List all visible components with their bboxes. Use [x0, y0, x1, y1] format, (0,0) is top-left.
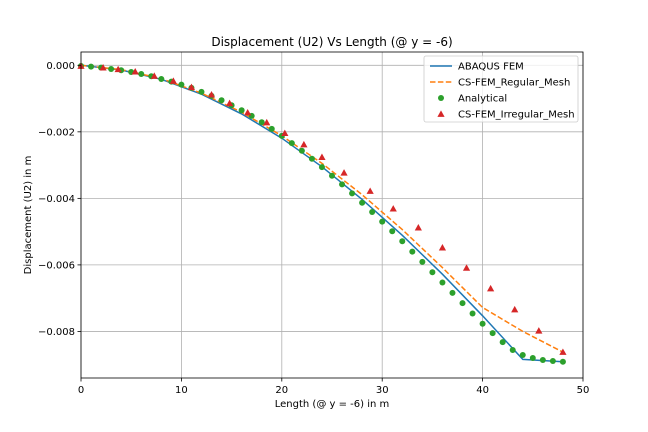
- y-tick-label: −0.008: [38, 327, 75, 338]
- analytical-point: [288, 140, 295, 147]
- analytical-point: [329, 172, 335, 179]
- analytical-point: [349, 190, 356, 197]
- legend-label: ABAQUS FEM: [458, 62, 524, 73]
- y-tick-label: −0.006: [38, 260, 75, 271]
- analytical-point: [469, 310, 476, 317]
- analytical-point: [138, 70, 145, 77]
- analytical-point: [258, 119, 265, 126]
- irregular-mesh-point: [263, 118, 271, 126]
- irregular-mesh-point: [366, 187, 374, 194]
- irregular-mesh-point: [225, 99, 234, 107]
- analytical-point: [359, 199, 366, 206]
- irregular-mesh-point: [487, 284, 495, 292]
- grid: [80, 52, 584, 378]
- irregular-mesh-point: [438, 244, 447, 251]
- analytical-point: [88, 63, 95, 70]
- legend-swatch: [437, 110, 445, 117]
- analytical-point: [308, 155, 315, 162]
- plot-frame: [80, 51, 584, 379]
- irregular-mesh-point: [389, 205, 397, 212]
- analytical-point: [108, 65, 115, 72]
- irregular-mesh-point: [99, 64, 107, 71]
- analytical-point: [238, 107, 245, 114]
- analytical-point: [369, 209, 376, 216]
- irregular-mesh-point: [462, 264, 471, 271]
- irregular-mesh-point: [535, 327, 543, 334]
- analytical-point: [419, 258, 426, 265]
- irregular-mesh-point: [414, 224, 422, 231]
- analytical-point: [549, 358, 556, 365]
- y-axis-label: Displacement (U2) in m: [23, 156, 34, 275]
- analytical-point: [439, 279, 446, 286]
- legend-label: Analytical: [458, 94, 507, 105]
- analytical-point: [499, 339, 506, 346]
- x-axis-label: Length (@ y = -6) in m: [275, 399, 390, 410]
- legend-swatch: [438, 95, 444, 101]
- irregular-mesh-point: [187, 83, 196, 91]
- analytical-point: [519, 352, 526, 359]
- irregular-mesh-point: [300, 140, 308, 148]
- x-tick-label: 0: [78, 385, 84, 396]
- irregular-mesh-point: [207, 90, 216, 98]
- legend-label: CS-FEM_Regular_Mesh: [458, 78, 570, 89]
- irregular-mesh-point: [340, 169, 348, 176]
- analytical-point: [339, 181, 346, 188]
- y-tick-label: −0.002: [38, 127, 75, 138]
- analytical-point: [218, 97, 225, 104]
- analytical-point: [459, 300, 466, 307]
- analytical-point: [298, 147, 305, 154]
- x-tick-label: 20: [275, 385, 288, 396]
- y-tick-label: 0.000: [46, 61, 75, 72]
- x-tick-label: 10: [175, 385, 188, 396]
- analytical-point: [539, 357, 546, 364]
- analytical-point: [559, 358, 566, 365]
- irregular-mesh-point: [511, 305, 519, 313]
- irregular-mesh-point: [131, 68, 139, 75]
- analytical-point: [479, 320, 486, 327]
- irregular-mesh-point: [169, 77, 177, 84]
- analytical-point: [389, 228, 396, 235]
- analytical-point: [409, 248, 416, 255]
- analytical-point: [198, 88, 205, 95]
- series-layer: [77, 62, 567, 365]
- legend: ABAQUS FEM CS-FEM_Regular_Mesh Analytical C…: [423, 55, 579, 123]
- irregular-mesh-point: [244, 108, 252, 116]
- irregular-mesh-point: [559, 348, 567, 355]
- irregular-mesh-point: [281, 129, 289, 137]
- irregular-mesh-point: [318, 153, 326, 160]
- analytical-point: [399, 238, 406, 245]
- analytical-point: [158, 75, 165, 82]
- analytical-point: [429, 269, 436, 276]
- irregular-mesh-point: [114, 65, 122, 73]
- analytical-point: [318, 164, 325, 171]
- analytical-point: [529, 355, 536, 362]
- ticks: 0 10 20 30 40 50 0.000 −0.002 −0.004 −0.006 −0.008: [38, 61, 589, 396]
- analytical-point: [509, 347, 516, 354]
- x-tick-label: 30: [376, 385, 389, 396]
- analytical-point: [489, 330, 496, 337]
- analytical-point: [268, 125, 275, 132]
- irregular-mesh-point: [150, 72, 158, 79]
- y-tick-label: −0.004: [38, 194, 75, 205]
- analytical-point: [178, 81, 185, 88]
- x-tick-label: 50: [577, 385, 590, 396]
- legend-label: CS-FEM_Irregular_Mesh: [458, 110, 575, 121]
- chart-title: Displacement (U2) Vs Length (@ y = -6): [211, 35, 452, 49]
- x-tick-label: 40: [476, 385, 489, 396]
- analytical-point: [379, 218, 386, 225]
- legend-box: [423, 55, 579, 123]
- analytical-point: [449, 289, 456, 296]
